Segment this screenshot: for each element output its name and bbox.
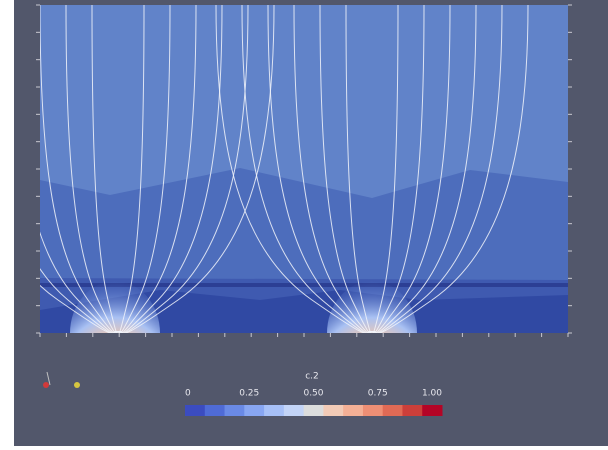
streamline <box>371 5 451 333</box>
orientation-axes <box>43 371 80 388</box>
streamline <box>40 267 119 333</box>
field-band-4 <box>40 290 568 333</box>
streamline <box>65 5 119 333</box>
colorbar-swatch <box>362 405 384 416</box>
colorbar-label: 0 <box>185 389 191 399</box>
streamline <box>40 5 119 333</box>
colorbar-label: 0.75 <box>368 389 388 399</box>
streamline <box>215 5 373 333</box>
streamline <box>117 5 275 333</box>
colorbar-swatch <box>303 405 324 416</box>
colorbar-label: 0.25 <box>239 389 259 399</box>
axis-ticks <box>36 4 572 337</box>
axis-stem <box>46 371 51 386</box>
colorbar-title: c.2 <box>305 372 319 382</box>
streamline <box>117 5 197 333</box>
colorbar-swatch <box>283 405 305 416</box>
colorbar-swatch <box>323 405 344 416</box>
streamline <box>371 5 425 333</box>
colorbar-swatch <box>244 405 265 416</box>
colorbar-swatch <box>402 405 423 416</box>
axis-y <box>74 382 80 388</box>
streamline <box>371 5 477 333</box>
streamline <box>117 5 145 333</box>
colorbar-swatch <box>204 405 226 416</box>
streamline <box>91 5 119 333</box>
colorbar-swatch <box>224 405 245 416</box>
streamline <box>117 5 223 333</box>
streamline <box>267 5 373 333</box>
colorbar-label: 1.00 <box>422 389 442 399</box>
streamline <box>40 231 119 333</box>
colorbar-swatch <box>343 405 364 416</box>
streamline <box>117 5 171 333</box>
colorbar-swatch <box>422 405 443 416</box>
field-stripe <box>40 283 568 287</box>
streamline <box>371 5 503 333</box>
colorbar-swatch <box>264 405 285 416</box>
streamline <box>293 5 373 333</box>
streamline <box>345 5 373 333</box>
streamline <box>117 5 249 333</box>
axis-x <box>43 382 49 388</box>
streamline <box>371 5 399 333</box>
colorbar: 0 0.25 0.50 0.75 1.00 <box>185 389 443 416</box>
streamline <box>319 5 373 333</box>
streamline <box>371 5 529 333</box>
streamlines <box>40 5 529 333</box>
colorbar-swatch <box>382 405 403 416</box>
colorbar-swatch <box>185 405 206 416</box>
streamline <box>241 5 373 333</box>
field <box>40 5 568 333</box>
colorbar-label: 0.50 <box>303 389 323 399</box>
